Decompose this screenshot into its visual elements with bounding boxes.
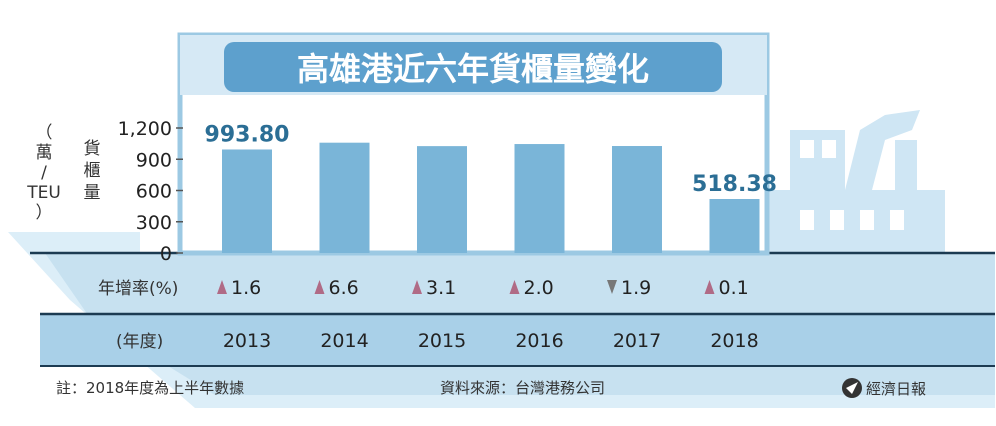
ship-window [800,210,814,230]
y-tick-label: 300 [136,212,172,234]
yunit-char-2: 萬 [36,143,53,163]
footer-note: 註：2018年度為上半年數據 [56,379,244,397]
bar-2017 [612,146,662,253]
growth-value-2013: 1.6 [231,277,261,299]
title-background [224,42,722,92]
data-label-2018: 518.38 [692,172,777,197]
ship-cabin [790,130,845,190]
data-label-2013: 993.80 [205,122,290,147]
growth-value-2014: 6.6 [329,277,359,299]
footer-publisher: 經濟日報 [866,380,926,398]
down-arrow-icon [607,280,617,294]
ship-window [822,140,836,158]
up-arrow-icon [509,280,520,294]
bar-2015 [417,146,467,253]
ylabel-char-3: 量 [84,183,101,203]
x-tick-label-2016: 2016 [515,330,563,352]
year-row-label: (年度) [116,332,163,352]
ship-window [860,210,874,230]
data-labels: 993.80 518.38 [205,122,777,197]
y-tick-label: 1,200 [118,118,172,140]
ship-window [890,210,904,230]
bar-2016 [514,144,565,253]
ship-window [830,210,844,230]
ylabel-char-2: 櫃 [84,161,101,181]
y-tick-label: 900 [136,149,172,171]
publisher-logo [842,378,862,398]
growth-value-2017: 1.9 [621,277,651,299]
yunit-char-4: TEU [26,183,61,203]
growth-row-label: 年增率(%) [98,279,178,299]
growth-value-2016: 2.0 [524,277,554,299]
ship-mast [895,140,917,190]
y-axis-ticks: 1,200 900 600 300 0 [118,118,183,265]
x-tick-label-2014: 2014 [320,330,368,352]
ship-decoration [8,110,995,408]
bars [222,142,760,253]
y-tick-label: 600 [136,181,172,203]
x-tick-label-2013: 2013 [223,330,271,352]
x-tick-label-2018: 2018 [710,330,758,352]
growth-row: 1.6 6.6 3.1 2.0 1.9 0.1 [217,277,749,299]
ship-deckhouse [765,190,945,252]
bar-2013 [222,149,272,253]
x-tick-label-2017: 2017 [613,330,661,352]
year-row: 2013 2014 2015 2016 2017 2018 [223,330,759,352]
bar-2014 [319,142,370,253]
bar-2018 [709,199,760,253]
up-arrow-icon [704,280,715,294]
yunit-char-5: ） [36,203,53,223]
up-arrow-icon [314,280,325,294]
ylabel-char-1: 貨 [84,139,101,159]
yunit-char-1: （ [36,123,53,143]
ship-window [800,140,814,158]
footer-source: 資料來源：台灣港務公司 [440,379,605,397]
growth-value-2015: 3.1 [426,277,456,299]
ship-band [40,314,995,366]
y-tick-label: 0 [160,243,172,265]
ship-crane [845,110,920,190]
up-arrow-icon [217,280,227,294]
x-tick-label-2015: 2015 [418,330,466,352]
growth-value-2018: 0.1 [719,277,749,299]
up-arrow-icon [412,280,422,294]
publisher-logo-mark [846,382,858,394]
yunit-char-3: / [41,163,47,183]
chart-title: 高雄港近六年貨櫃量變化 [297,50,649,88]
